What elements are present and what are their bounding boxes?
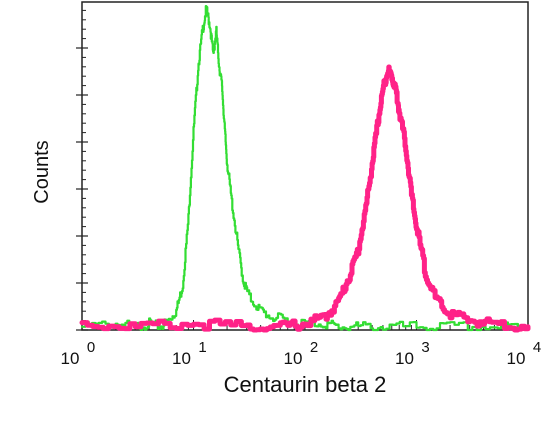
x-tick-label-exponent: 2: [310, 339, 318, 356]
series-line-magenta: [79, 64, 531, 333]
y-axis-title: Counts: [31, 140, 53, 203]
x-tick-label-exponent: 0: [87, 339, 95, 356]
y-axis-ticks: [76, 9, 88, 331]
x-tick-label-base: 10: [172, 349, 191, 368]
series-layer: [79, 5, 531, 333]
x-tick-labels: 10 0 10 1 10 2 10 3 10 4: [61, 339, 542, 368]
x-tick-label-base: 10: [507, 349, 526, 368]
x-tick-label-exponent: 4: [533, 339, 541, 356]
series-line-green: [80, 5, 530, 332]
x-axis-title: Centaurin beta 2: [224, 372, 387, 397]
x-tick-label-exponent: 1: [198, 339, 206, 356]
x-tick-label-exponent: 3: [421, 339, 429, 356]
x-tick-label-base: 10: [284, 349, 303, 368]
plot-frame: [81, 1, 529, 331]
x-tick-label-base: 10: [395, 349, 414, 368]
x-tick-label-base: 10: [61, 349, 80, 368]
